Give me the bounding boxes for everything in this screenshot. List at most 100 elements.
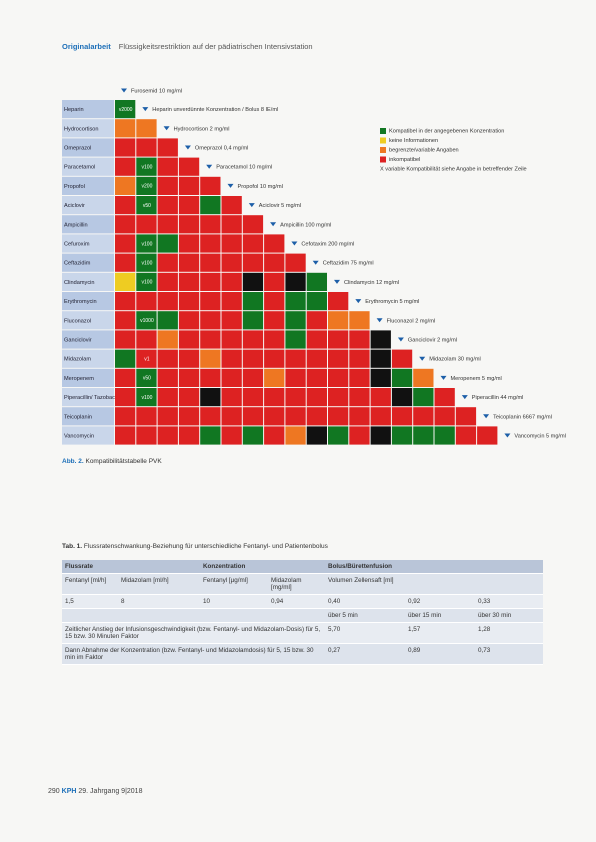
cell	[349, 426, 370, 445]
cell	[413, 368, 434, 387]
arrow	[291, 241, 298, 246]
legend-note: X variable Kompatibilität siehe Angabe i…	[380, 166, 527, 172]
column-label: Omeprazol 0,4 mg/ml	[195, 145, 248, 151]
cell	[221, 407, 242, 426]
table-cell: 1,28	[475, 622, 544, 644]
cell	[157, 330, 178, 349]
cell	[157, 196, 178, 215]
column-label: Ceftazidim 75 mg/ml	[323, 261, 374, 267]
cell	[391, 388, 413, 407]
row-label-bg	[62, 138, 114, 157]
cell	[285, 292, 306, 311]
arrow	[461, 395, 468, 400]
row-label-bg	[62, 292, 114, 311]
cell	[391, 368, 413, 387]
column-label: Heparin unverdünnte Konzentration / Bolu…	[152, 107, 278, 113]
cell	[413, 388, 434, 407]
row-label: Midazolam	[64, 357, 91, 363]
cell	[221, 330, 242, 349]
cell	[136, 157, 157, 176]
cell	[285, 407, 306, 426]
cell-label: v50	[143, 203, 151, 209]
arrow	[142, 107, 149, 112]
column-label: Cefotaxim 200 mg/ml	[301, 241, 354, 247]
cell	[349, 368, 370, 387]
cell	[136, 330, 157, 349]
row-label-bg	[62, 234, 114, 253]
arrow	[376, 318, 383, 323]
cell	[349, 349, 370, 368]
row-label: Fluconazol	[64, 318, 91, 324]
caption: Abb. 2. Kompatibilitätstabelle PVK	[62, 458, 162, 465]
journal: KPH	[61, 788, 77, 795]
row-label: Piperacillin/ Tazobactam	[64, 395, 125, 401]
header-title: Flüssigkeitsrestriktion auf der pädiatri…	[118, 42, 313, 51]
row-label: Vancomycin	[64, 433, 94, 439]
table-label: Tab. 1.	[62, 543, 83, 550]
header-cell: Bolus/Bürettenfusion	[325, 560, 544, 574]
cell	[285, 426, 306, 445]
cell	[157, 349, 178, 368]
row-label: Erythromycin	[64, 299, 97, 305]
column-label: Vancomycin 5 mg/ml	[514, 433, 566, 439]
cell	[328, 292, 349, 311]
row-label-bg	[62, 368, 114, 387]
column-label: Aciclovir 5 mg/ml	[259, 203, 301, 209]
cell	[200, 215, 221, 234]
cell	[328, 349, 349, 368]
cell	[242, 215, 264, 234]
cell	[328, 426, 349, 445]
row-label-bg	[62, 215, 114, 234]
cell	[370, 426, 391, 445]
subheader-cell: Fentanyl [µg/ml]	[200, 573, 268, 595]
cell	[178, 292, 200, 311]
arrow	[163, 126, 170, 131]
cell	[455, 407, 477, 426]
empty-cell	[62, 608, 326, 623]
row-label: Teicoplanin	[64, 414, 92, 420]
cell	[200, 311, 221, 330]
footer: 290 KPH 29. Jahrgang 9|2018	[48, 788, 142, 795]
table-cell: 0,89	[405, 643, 476, 665]
cell	[221, 215, 242, 234]
table-row: Flussrate Konzentration Bolus/Bürettenfusi…	[62, 560, 544, 574]
column-label: Ganciclovir 2 mg/ml	[408, 337, 457, 343]
cell	[115, 407, 136, 426]
cell	[349, 388, 370, 407]
cell	[200, 292, 221, 311]
arrow	[206, 164, 213, 169]
cell	[328, 388, 349, 407]
cell	[200, 196, 221, 215]
cell	[306, 311, 327, 330]
cell	[115, 330, 136, 349]
cell	[115, 388, 136, 407]
column-label: Fluconazol 2 mg/ml	[387, 318, 436, 324]
cell	[370, 330, 391, 349]
arrow	[270, 222, 277, 227]
cell	[434, 388, 455, 407]
cell	[413, 407, 434, 426]
header-cell: Konzentration	[200, 560, 326, 574]
cell	[306, 272, 327, 291]
cell	[242, 330, 264, 349]
cell	[178, 330, 200, 349]
cell	[115, 100, 136, 119]
cell	[285, 311, 306, 330]
cell	[200, 234, 221, 253]
table-cell: über 15 min	[405, 608, 476, 623]
cell	[136, 138, 157, 157]
cell	[242, 234, 264, 253]
cell	[242, 388, 264, 407]
cell	[136, 349, 157, 368]
table-title-text: Flussratenschwankung-Beziehung für unter…	[83, 543, 328, 550]
arrow	[355, 299, 362, 304]
cell	[157, 292, 178, 311]
cell	[136, 253, 157, 272]
row-label: Heparin	[64, 107, 84, 113]
cell	[157, 234, 178, 253]
table-cell: 5,70	[325, 622, 406, 644]
table-cell: 0,73	[475, 643, 544, 665]
cell	[157, 388, 178, 407]
cell	[264, 311, 285, 330]
cell	[242, 253, 264, 272]
